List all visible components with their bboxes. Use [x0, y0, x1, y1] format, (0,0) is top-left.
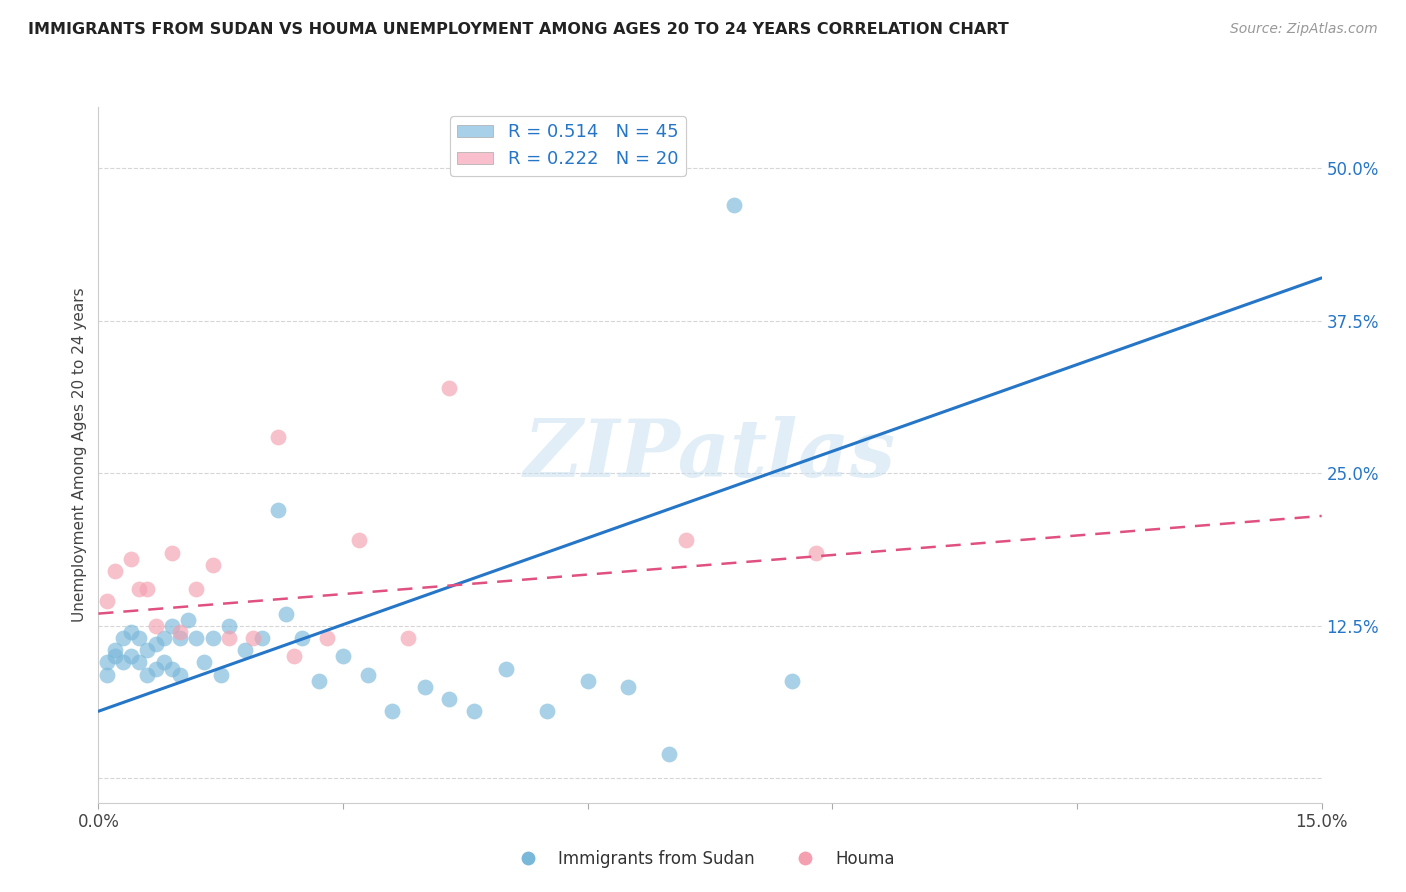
Point [658, 747, 681, 761]
Point [233, 643, 256, 657]
Point [160, 661, 183, 675]
Point [267, 429, 290, 443]
Point [152, 656, 174, 670]
Point [675, 533, 697, 548]
Point [120, 624, 142, 639]
Point [291, 631, 314, 645]
Point [120, 551, 142, 566]
Point [169, 624, 191, 639]
Point [381, 704, 404, 718]
Point [169, 667, 191, 681]
Point [96, 667, 118, 681]
Point [104, 643, 127, 657]
Legend: Immigrants from Sudan, Houma: Immigrants from Sudan, Houma [505, 844, 901, 875]
Point [250, 631, 273, 645]
Point [145, 661, 167, 675]
Point [308, 673, 330, 688]
Point [495, 661, 517, 675]
Point [120, 649, 142, 664]
Point [218, 631, 240, 645]
Point [145, 637, 167, 651]
Point [96, 656, 118, 670]
Point [780, 673, 803, 688]
Point [267, 503, 290, 517]
Point [356, 667, 378, 681]
Point [315, 631, 337, 645]
Point [332, 649, 354, 664]
Point [396, 631, 419, 645]
Point [111, 656, 134, 670]
Point [209, 667, 232, 681]
Point [128, 582, 150, 597]
Point [145, 619, 167, 633]
Text: IMMIGRANTS FROM SUDAN VS HOUMA UNEMPLOYMENT AMONG AGES 20 TO 24 YEARS CORRELATIO: IMMIGRANTS FROM SUDAN VS HOUMA UNEMPLOYM… [28, 22, 1010, 37]
Point [349, 533, 371, 548]
Point [804, 545, 827, 559]
Point [536, 704, 558, 718]
Point [177, 613, 200, 627]
Point [136, 643, 159, 657]
Point [437, 381, 460, 395]
Point [437, 692, 460, 706]
Point [723, 197, 745, 211]
Point [152, 631, 174, 645]
Legend: R = 0.514   N = 45, R = 0.222   N = 20: R = 0.514 N = 45, R = 0.222 N = 20 [450, 116, 686, 176]
Point [128, 631, 150, 645]
Point [186, 631, 208, 645]
Point [128, 656, 150, 670]
Point [136, 667, 159, 681]
Point [201, 558, 224, 572]
Point [169, 631, 191, 645]
Point [218, 619, 240, 633]
Point [193, 656, 215, 670]
Point [160, 619, 183, 633]
Text: ZIPatlas: ZIPatlas [524, 417, 896, 493]
Point [576, 673, 599, 688]
Point [463, 704, 485, 718]
Point [136, 582, 159, 597]
Point [160, 545, 183, 559]
Point [413, 680, 436, 694]
Text: Source: ZipAtlas.com: Source: ZipAtlas.com [1230, 22, 1378, 37]
Point [201, 631, 224, 645]
Point [104, 564, 127, 578]
Point [96, 594, 118, 608]
Y-axis label: Unemployment Among Ages 20 to 24 years: Unemployment Among Ages 20 to 24 years [72, 287, 87, 623]
Point [617, 680, 640, 694]
Point [242, 631, 264, 645]
Point [283, 649, 305, 664]
Point [274, 607, 297, 621]
Point [104, 649, 127, 664]
Point [111, 631, 134, 645]
Point [186, 582, 208, 597]
